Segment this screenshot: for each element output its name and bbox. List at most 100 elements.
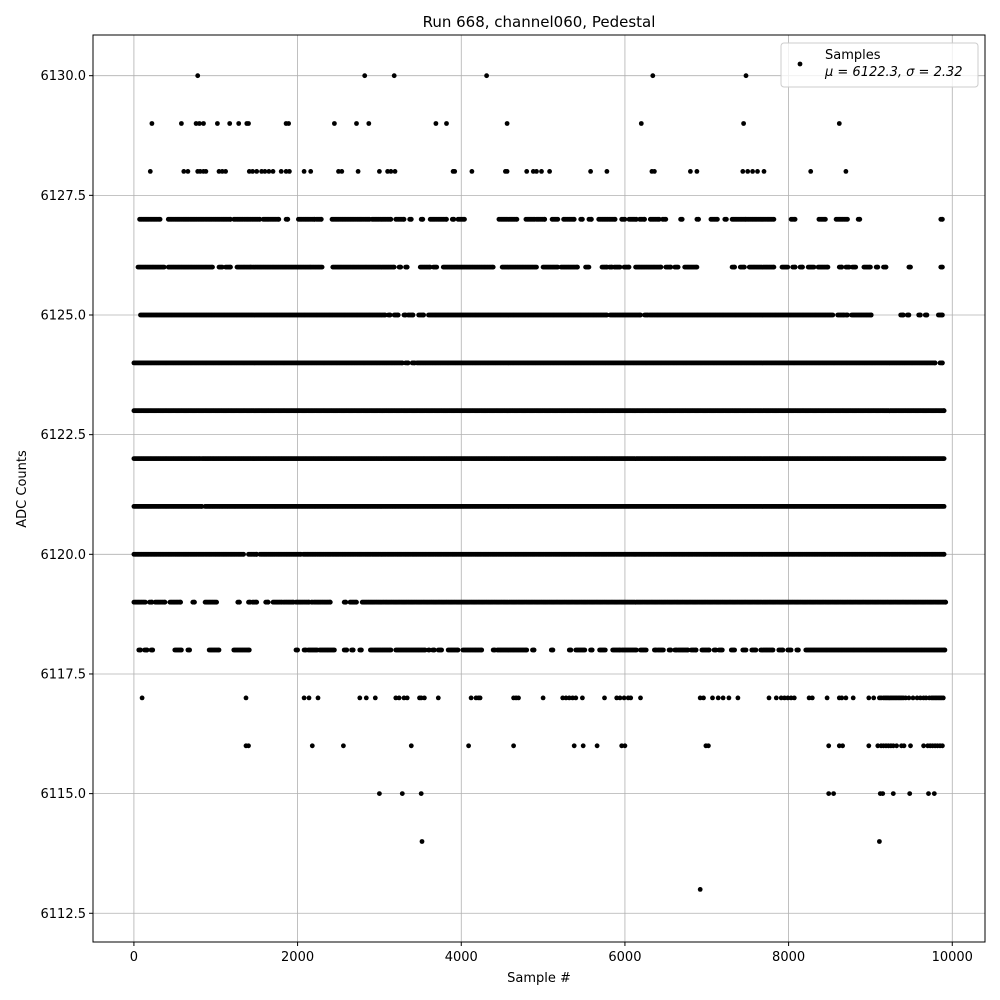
data-point xyxy=(250,169,256,174)
data-point xyxy=(462,216,467,222)
data-point xyxy=(571,216,577,222)
data-point xyxy=(223,169,229,174)
data-point xyxy=(792,264,798,270)
data-point xyxy=(675,264,681,270)
data-point xyxy=(638,121,644,126)
data-point xyxy=(197,169,203,174)
data-point xyxy=(924,312,930,318)
data-point xyxy=(534,169,539,174)
data-point xyxy=(658,264,664,270)
data-point xyxy=(617,264,623,270)
data-point xyxy=(612,216,618,222)
data-point xyxy=(319,264,325,270)
data-point xyxy=(219,264,225,270)
data-point xyxy=(336,169,341,174)
data-point xyxy=(524,169,530,174)
data-point xyxy=(656,216,662,222)
data-point xyxy=(469,169,475,174)
data-point xyxy=(257,216,263,222)
data-point xyxy=(195,73,201,79)
data-point xyxy=(444,121,449,126)
data-point xyxy=(668,264,674,270)
data-point xyxy=(366,121,372,126)
data-point xyxy=(652,169,657,174)
data-point xyxy=(580,216,585,222)
data-point xyxy=(845,216,850,222)
data-point xyxy=(278,169,284,174)
data-point xyxy=(266,169,272,174)
data-point xyxy=(940,360,945,366)
data-point xyxy=(642,216,647,222)
data-point xyxy=(650,73,656,79)
data-point xyxy=(147,169,153,174)
data-point xyxy=(420,216,426,222)
data-point xyxy=(555,264,561,270)
data-point xyxy=(830,312,836,318)
data-point xyxy=(771,264,777,270)
data-point xyxy=(940,312,945,318)
data-point xyxy=(197,121,202,126)
data-point xyxy=(241,551,247,557)
data-point xyxy=(743,73,749,79)
data-point xyxy=(836,121,842,126)
data-point xyxy=(185,169,191,174)
data-point xyxy=(410,312,416,318)
data-point xyxy=(732,264,737,270)
data-point xyxy=(193,121,199,126)
data-point xyxy=(387,312,393,318)
data-point xyxy=(845,312,850,318)
data-point xyxy=(857,216,863,222)
data-point xyxy=(504,121,510,126)
data-point xyxy=(236,121,242,126)
data-point xyxy=(745,169,751,174)
data-point xyxy=(287,169,292,174)
data-point xyxy=(688,169,693,174)
data-point xyxy=(404,264,410,270)
data-point xyxy=(875,264,881,270)
data-point xyxy=(201,121,206,126)
data-point xyxy=(398,264,404,270)
data-point xyxy=(941,408,947,414)
data-point xyxy=(484,73,489,79)
data-point xyxy=(391,73,397,79)
data-point xyxy=(750,169,755,174)
data-point xyxy=(227,121,233,126)
data-point xyxy=(906,312,912,318)
data-point xyxy=(355,169,361,174)
data-point xyxy=(622,216,628,222)
data-point xyxy=(811,264,817,270)
data-point xyxy=(918,312,923,318)
data-point xyxy=(724,216,729,222)
data-point xyxy=(149,121,155,126)
data-point xyxy=(219,169,225,174)
data-point xyxy=(490,264,496,270)
data-point xyxy=(286,121,291,126)
data-point xyxy=(940,216,945,222)
data-point xyxy=(216,169,222,174)
data-point xyxy=(694,169,700,174)
data-point xyxy=(301,169,307,174)
data-point xyxy=(179,121,184,126)
data-point xyxy=(741,121,746,126)
data-point xyxy=(285,216,291,222)
data-point xyxy=(388,169,394,174)
data-point xyxy=(761,169,767,174)
data-point xyxy=(785,264,791,270)
data-point xyxy=(514,216,520,222)
data-point xyxy=(318,216,324,222)
data-point xyxy=(868,264,873,270)
data-point xyxy=(399,360,405,366)
data-point xyxy=(392,169,398,174)
data-point xyxy=(391,264,397,270)
data-point xyxy=(823,216,828,222)
data-point xyxy=(228,264,233,270)
chart-title: Run 668, channel060, Pedestal xyxy=(423,13,656,31)
data-point xyxy=(792,216,798,222)
data-point xyxy=(405,360,411,366)
data-point xyxy=(254,169,260,174)
data-point xyxy=(203,169,209,174)
data-point xyxy=(547,169,552,174)
data-point xyxy=(539,169,544,174)
